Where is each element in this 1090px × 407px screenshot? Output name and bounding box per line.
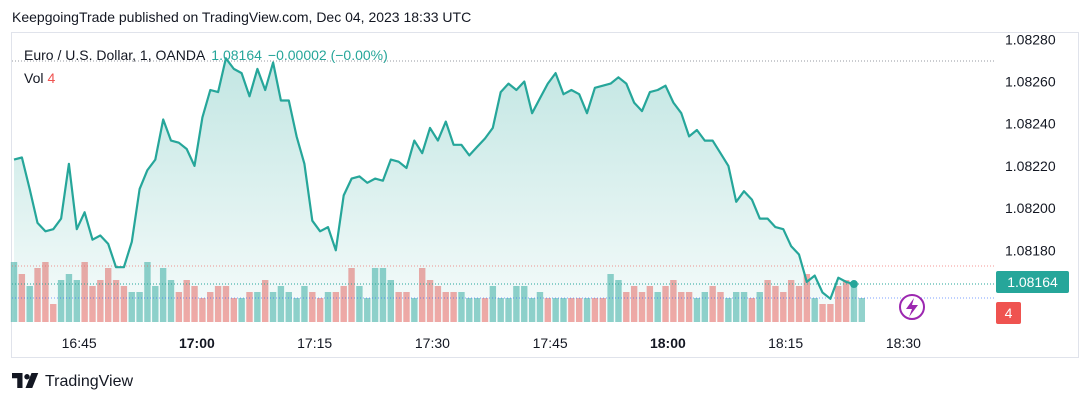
last-price-dot xyxy=(849,280,858,289)
volume-label: Vol xyxy=(24,70,44,86)
price-area xyxy=(14,58,854,323)
flash-icon[interactable] xyxy=(899,294,925,320)
time-tick-label: 17:00 xyxy=(179,335,215,351)
time-tick-label: 17:30 xyxy=(415,335,450,351)
tradingview-brand[interactable]: TradingView xyxy=(12,373,133,391)
time-tick-label: 18:15 xyxy=(768,335,803,351)
price-axis[interactable]: 1.08280 1.08260 1.08240 1.08220 1.08200 1.081… xyxy=(1005,31,1056,258)
guide-lines xyxy=(12,60,996,299)
price-tick-label: 1.08240 xyxy=(1005,116,1056,132)
chart-frame xyxy=(11,32,1079,358)
volume-legend[interactable]: Vol 4 xyxy=(24,70,55,86)
price-tick-label: 1.08200 xyxy=(1005,200,1056,216)
symbol-name: Euro / U.S. Dollar, 1, OANDA xyxy=(24,47,206,63)
volume-bar xyxy=(858,298,865,322)
time-tick-label: 17:45 xyxy=(533,335,568,351)
volume-tag: 4 xyxy=(996,302,1021,324)
symbol-legend[interactable]: Euro / U.S. Dollar, 1, OANDA 1.08164 −0.00… xyxy=(24,47,388,63)
price-line xyxy=(13,57,855,300)
tradingview-logo-icon xyxy=(12,373,39,388)
time-tick-label: 18:00 xyxy=(650,335,686,351)
price-change: −0.00002 (−0.00%) xyxy=(267,47,388,63)
time-tick-label: 17:15 xyxy=(297,335,332,351)
price-tick-label: 1.08220 xyxy=(1005,158,1056,174)
last-price-tag: 1.08164 xyxy=(996,271,1069,293)
price-tick-label: 1.08180 xyxy=(1005,242,1056,258)
volume-value: 4 xyxy=(47,70,56,86)
time-tick-label: 18:30 xyxy=(886,335,921,351)
last-price-value: 1.08164 xyxy=(211,47,262,63)
time-tick-label: 16:45 xyxy=(62,335,97,351)
time-axis[interactable]: 16:45 17:00 17:15 17:30 17:45 18:00 18:15 18:30 xyxy=(62,335,921,351)
price-tick-label: 1.08280 xyxy=(1005,31,1056,47)
brand-name: TradingView xyxy=(45,373,134,390)
published-caption: KeepgoingTrade published on TradingView.… xyxy=(12,9,472,25)
volume-bar xyxy=(850,286,858,322)
price-tick-label: 1.08260 xyxy=(1005,74,1056,90)
